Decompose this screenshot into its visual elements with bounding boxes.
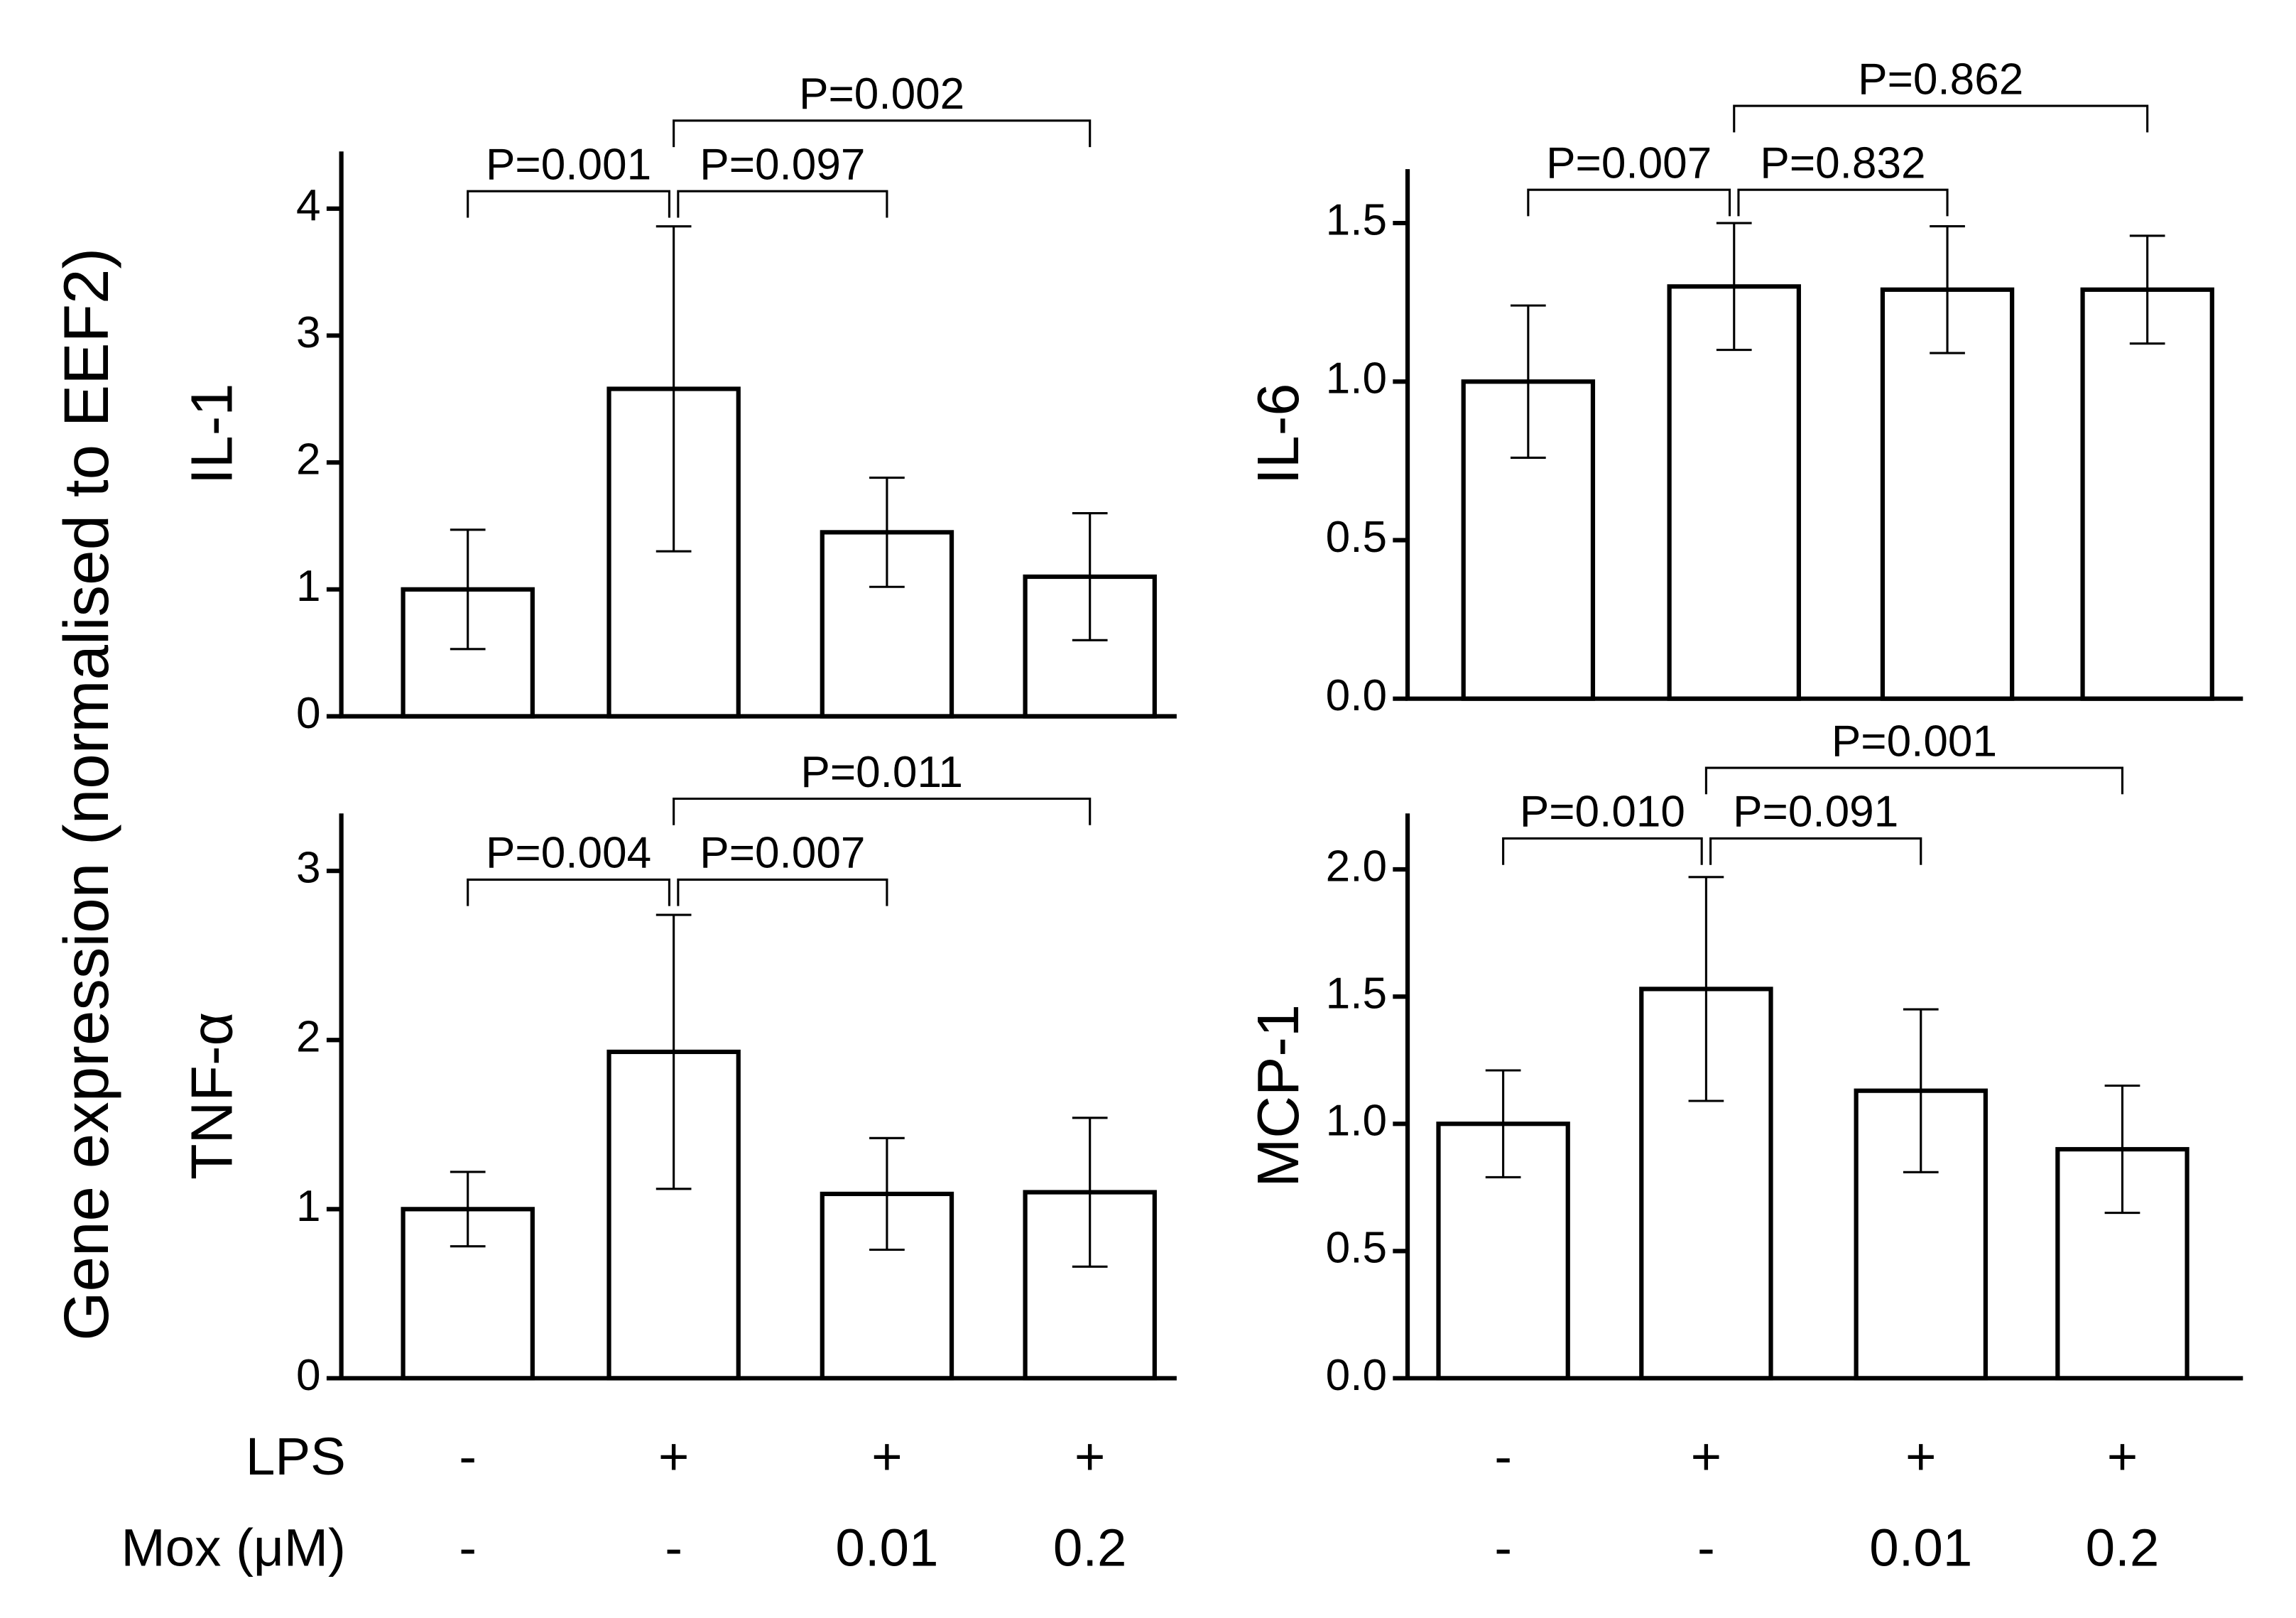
error-bar [869, 477, 905, 588]
error-bar [450, 528, 486, 651]
treatment-value: 0.2 [1053, 1518, 1127, 1577]
p-value: P=0.862 [1858, 55, 2023, 104]
bar [1667, 284, 1801, 701]
treatment-value: - [459, 1427, 477, 1486]
bar [2080, 287, 2214, 701]
significance-bracket [1704, 766, 2124, 795]
y-tick-label: 0 [296, 689, 321, 738]
p-value: P=0.091 [1733, 788, 1898, 837]
axes [1405, 169, 2243, 701]
p-value: P=0.007 [1546, 139, 1712, 188]
treatment-value: + [871, 1427, 903, 1486]
error-bar [1510, 304, 1546, 459]
treatment-value: - [1494, 1518, 1512, 1577]
error-bar [2129, 234, 2165, 345]
error-bar [1072, 512, 1108, 641]
error-bar [869, 1136, 905, 1251]
axes [339, 151, 1177, 719]
y-tick-label: 3 [296, 308, 321, 357]
y-tick-label: 1.5 [1326, 970, 1387, 1019]
error-bar [1716, 222, 1752, 352]
significance-bracket [467, 190, 670, 218]
treatment-value: + [658, 1427, 690, 1486]
significance-bracket [1709, 837, 1922, 865]
treatment-value: 0.2 [2086, 1518, 2160, 1577]
treatment-label: Mox (μM) [121, 1518, 346, 1577]
p-value: P=0.004 [486, 829, 651, 878]
y-tick-label: 2 [296, 435, 321, 484]
p-value: P=0.010 [1520, 788, 1685, 837]
p-value: P=0.001 [486, 140, 651, 189]
treatment-value: + [1691, 1427, 1722, 1486]
shared-y-label: Gene expression (normalised to EEF2) [50, 248, 121, 1341]
p-value: P=0.001 [1832, 717, 1997, 766]
significance-bracket [673, 797, 1092, 825]
error-bar [2104, 1084, 2140, 1215]
treatment-value: + [1905, 1427, 1937, 1486]
error-bar [450, 1171, 486, 1248]
error-bar [1485, 1069, 1521, 1179]
y-tick-label: 2 [296, 1013, 321, 1062]
p-value: P=0.002 [799, 70, 964, 119]
error-bar [1930, 224, 1965, 354]
treatment-value: 0.01 [835, 1518, 938, 1577]
treatment-value: + [2107, 1427, 2138, 1486]
treatment-value: 0.01 [1869, 1518, 1972, 1577]
y-tick-label: 1.5 [1326, 195, 1387, 244]
p-value: P=0.832 [1760, 139, 1925, 188]
significance-bracket [1737, 188, 1949, 217]
y-tick-label: 0.5 [1326, 1224, 1387, 1273]
bar [1880, 287, 2015, 701]
treatment-value: - [1697, 1518, 1715, 1577]
error-bar [1072, 1117, 1108, 1268]
error-bar [1688, 876, 1724, 1102]
error-bar [655, 913, 692, 1190]
p-value: P=0.011 [800, 748, 963, 797]
y-axis-label: TNF-α [178, 1012, 244, 1180]
treatment-value: + [1074, 1427, 1106, 1486]
y-tick-label: 3 [296, 844, 321, 893]
treatment-value: - [665, 1518, 682, 1577]
y-tick-label: 1 [296, 1182, 321, 1231]
y-tick-label: 4 [296, 181, 321, 230]
y-tick-label: 1 [296, 562, 321, 611]
y-tick-label: 0 [296, 1351, 321, 1400]
p-value: P=0.007 [700, 829, 865, 878]
significance-bracket [677, 190, 888, 218]
y-tick-label: 1.0 [1326, 354, 1387, 403]
significance-bracket [1502, 837, 1703, 865]
significance-bracket [673, 119, 1092, 148]
y-axis-label: MCP-1 [1245, 1004, 1311, 1188]
significance-bracket [677, 878, 888, 906]
significance-bracket [1527, 188, 1731, 217]
y-tick-label: 2.0 [1326, 842, 1387, 891]
error-bar [655, 225, 692, 553]
treatment-label: LPS [246, 1427, 346, 1486]
y-axis-label: IL-6 [1245, 384, 1311, 485]
y-axis-label: IL-1 [178, 384, 244, 485]
y-tick-label: 1.0 [1326, 1097, 1387, 1146]
y-tick-label: 0.0 [1326, 671, 1387, 720]
significance-bracket [1733, 104, 2149, 133]
y-tick-label: 0.5 [1326, 513, 1387, 562]
treatment-value: - [459, 1518, 477, 1577]
treatment-value: - [1494, 1427, 1512, 1486]
axes [1405, 813, 2243, 1381]
error-bar [1903, 1008, 1939, 1173]
p-value: P=0.097 [700, 140, 865, 189]
significance-bracket [467, 878, 670, 906]
y-tick-label: 0.0 [1326, 1351, 1387, 1400]
axes [339, 813, 1177, 1381]
